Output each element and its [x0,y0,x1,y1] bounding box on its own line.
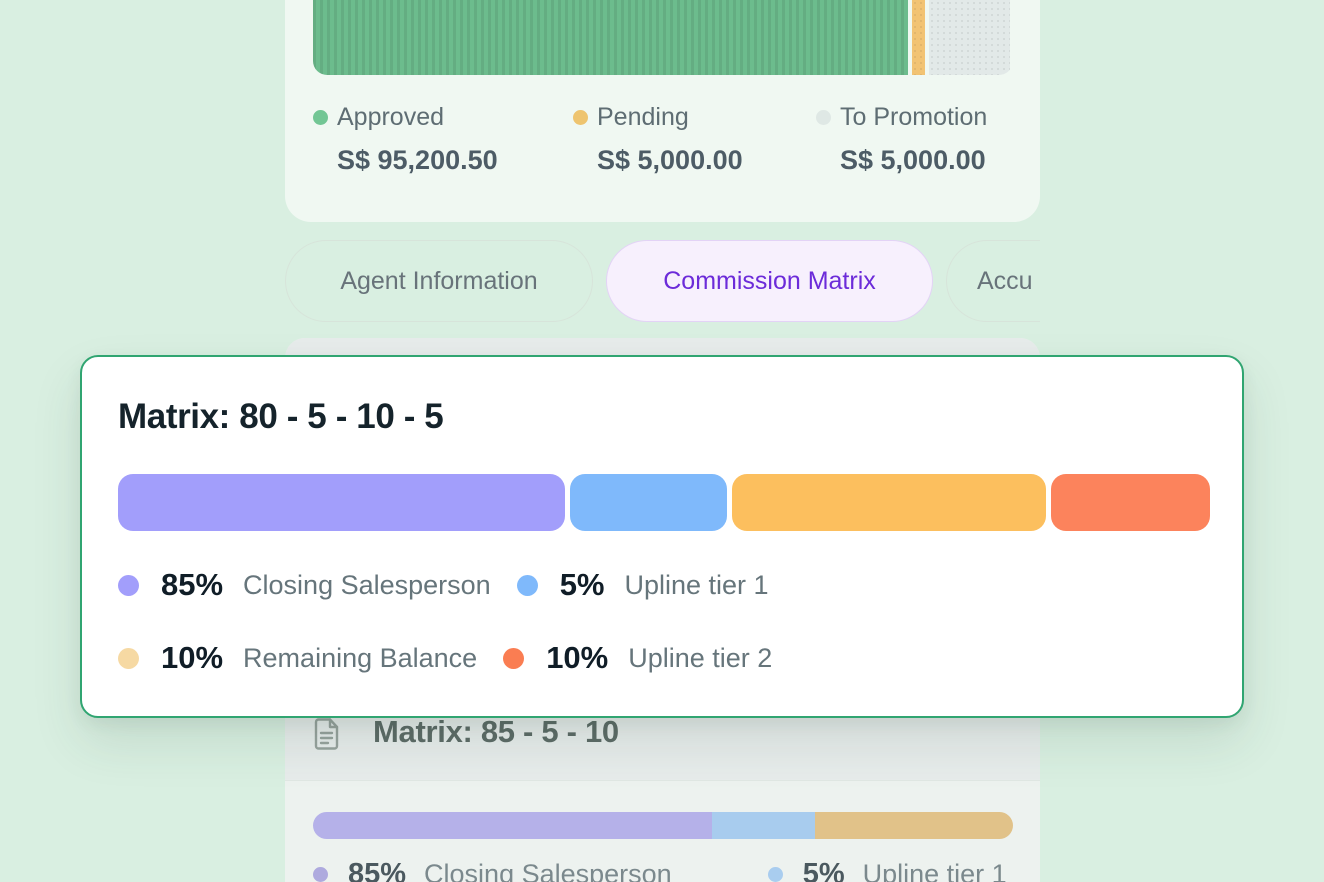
closing-salesperson-dot-icon [118,574,139,596]
popup-legend-row-2: 10% Remaining Balance 10% Upline tier 2 [118,640,772,676]
popup-legend-closing-salesperson: 85% Closing Salesperson [118,567,491,603]
matrix-85-segment-closing [313,812,712,839]
closing-pct: 85% [348,858,407,882]
tab-accumulated-label: Accu [977,266,1033,295]
to-promotion-label: To Promotion [840,103,988,131]
popup-segment-upline-tier-1 [569,474,728,531]
upline-tier-1-label: Upline tier 1 [624,569,769,600]
legend-approved: Approved S$ 95,200.50 [313,103,573,176]
upline1-pct: 5% [802,858,845,882]
bar-segment-approved [313,0,908,75]
tab-commission-matrix-label: Commission Matrix [663,266,876,295]
to-promotion-dot-icon [816,110,831,125]
legend-pending: Pending S$ 5,000.00 [573,103,816,176]
summary-legend: Approved S$ 95,200.50 Pending S$ 5,000.0… [313,103,1020,176]
upline1-dot-icon [767,867,783,882]
bar-segment-pending [912,0,925,75]
matrix-popup-title: Matrix: 80 - 5 - 10 - 5 [118,397,444,436]
matrix-popup-bar [118,474,1210,531]
popup-legend-upline-tier-1: 5% Upline tier 1 [516,567,769,603]
to-promotion-amount: S$ 5,000.00 [840,145,986,175]
tab-accumulated[interactable]: Accu [946,240,1040,322]
popup-legend-row-1: 85% Closing Salesperson 5% Upline tier 1 [118,567,769,603]
matrix-85-title: Matrix: 85 - 5 - 10 [373,714,619,749]
closing-salesperson-label: Closing Salesperson [243,569,491,600]
approved-dot-icon [313,110,328,125]
commission-allocation-bar [313,0,1013,75]
matrix-85-legend-closing: 85% Closing Salesperson [313,858,672,882]
upline-tier-2-dot-icon [503,647,525,669]
section-tabs: Agent Information Commission Matrix Accu [285,240,1040,324]
upline-tier-1-pct: 5% [559,567,605,602]
matrix-85-legend-upline1: 5% Upline tier 1 [767,858,1007,882]
remaining-balance-dot-icon [118,647,139,669]
matrix-85-bar [313,812,1013,839]
document-icon [313,718,340,755]
pending-amount: S$ 5,000.00 [597,145,743,175]
matrix-85-segment-remaining [814,812,1013,839]
approved-amount: S$ 95,200.50 [337,145,498,175]
upline-tier-2-pct: 10% [546,640,609,675]
pending-label: Pending [597,103,689,131]
closing-salesperson-pct: 85% [161,567,224,602]
popup-legend-upline-tier-2: 10% Upline tier 2 [503,640,772,676]
pending-dot-icon [573,110,588,125]
matrix-85-legend: 85% Closing Salesperson 5% Upline tier 1 [313,858,1007,882]
popup-segment-remaining-balance [732,474,1046,531]
closing-label: Closing Salesperson [424,859,672,882]
upline-tier-2-label: Upline tier 2 [628,642,773,673]
matrix-85-segment-upline1 [712,812,815,839]
approved-label: Approved [337,103,445,131]
remaining-balance-pct: 10% [161,640,224,675]
popup-segment-closing-salesperson [118,474,565,531]
closing-dot-icon [313,867,328,882]
tab-agent-information-label: Agent Information [340,266,538,295]
upline-tier-1-dot-icon [516,574,538,596]
commission-summary-card: Approved S$ 95,200.50 Pending S$ 5,000.0… [285,0,1040,222]
remaining-balance-label: Remaining Balance [243,642,478,673]
legend-to-promotion: To Promotion S$ 5,000.00 [816,103,1020,176]
upline1-label: Upline tier 1 [862,859,1007,882]
popup-legend-remaining-balance: 10% Remaining Balance [118,640,477,676]
popup-segment-upline-tier-2 [1050,474,1210,531]
matrix-detail-popup: Matrix: 80 - 5 - 10 - 5 85% Closing Sale… [80,355,1244,718]
bar-segment-to-promotion [928,0,1010,75]
tab-agent-information[interactable]: Agent Information [285,240,593,322]
tab-commission-matrix[interactable]: Commission Matrix [606,240,933,322]
